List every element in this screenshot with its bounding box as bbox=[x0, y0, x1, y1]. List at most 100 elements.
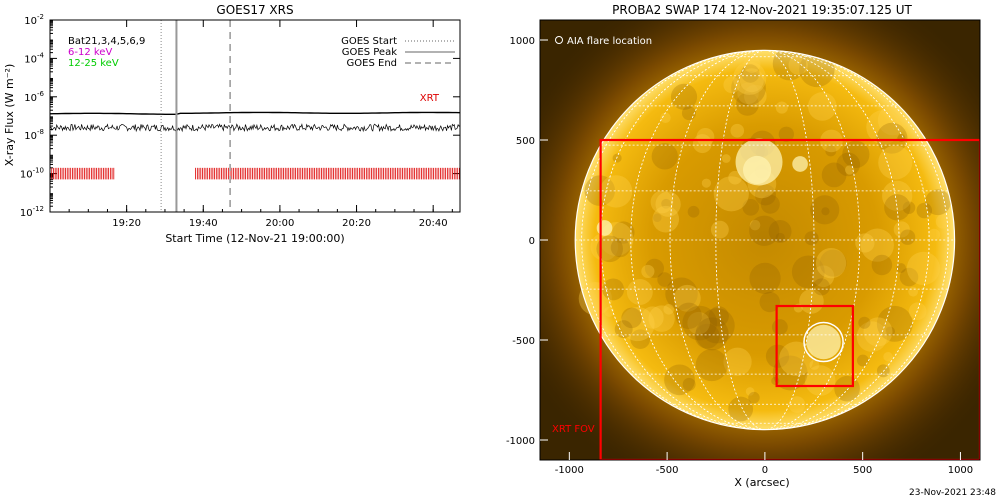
solar-texture-spot bbox=[775, 232, 785, 243]
solar-texture-spot bbox=[653, 213, 662, 223]
y-tick-label: 10-2 bbox=[24, 13, 44, 27]
solar-texture-spot bbox=[713, 176, 749, 212]
solar-texture-spot bbox=[620, 306, 655, 342]
xrt-label: XRT bbox=[420, 93, 440, 104]
swap-chart-title: PROBA2 SWAP 174 12-Nov-2021 19:35:07.125… bbox=[612, 3, 912, 17]
solar-texture-spot bbox=[771, 319, 788, 335]
solar-texture-spot bbox=[682, 377, 696, 391]
limb-outline bbox=[574, 49, 956, 431]
legend-flare-label: AIA flare location bbox=[567, 36, 652, 47]
solar-texture-spot bbox=[896, 263, 907, 273]
solar-texture-spot bbox=[657, 272, 672, 287]
y-tick-label: 10-8 bbox=[24, 128, 44, 142]
solar-texture-spot bbox=[694, 323, 720, 349]
solar-texture-spot bbox=[882, 180, 913, 211]
solar-texture-spot bbox=[682, 305, 718, 341]
solar-texture-spot bbox=[885, 326, 895, 337]
solar-texture-spot bbox=[924, 189, 951, 216]
solar-texture-spot bbox=[696, 127, 715, 146]
y-tick-label: 10-10 bbox=[20, 167, 44, 181]
solar-texture-spot bbox=[665, 277, 698, 310]
solar-texture-spot bbox=[612, 153, 622, 163]
solar-texture-spot bbox=[788, 396, 806, 413]
series-6-12kev-line bbox=[49, 111, 461, 116]
y-tick-label: 10-4 bbox=[24, 51, 44, 65]
solar-texture-spot bbox=[652, 205, 680, 233]
solar-texture-spot bbox=[844, 165, 855, 175]
solar-texture-spot bbox=[876, 122, 908, 154]
x-tick-label: 20:20 bbox=[342, 218, 371, 229]
active-region bbox=[596, 220, 613, 236]
x-tick-label: 20:40 bbox=[419, 218, 448, 229]
solar-texture-spot bbox=[836, 152, 861, 177]
solar-texture-spot bbox=[860, 228, 894, 262]
solar-texture-spot bbox=[768, 219, 792, 243]
solar-texture-spot bbox=[788, 55, 808, 75]
solar-texture-spot bbox=[812, 265, 835, 288]
y-tick-label: -1000 bbox=[506, 436, 535, 447]
solar-texture-spot bbox=[641, 264, 655, 279]
solar-texture-spot bbox=[603, 306, 615, 317]
solar-texture-spot bbox=[650, 190, 674, 214]
solar-texture-spot bbox=[610, 238, 631, 258]
x-tick-label: -1000 bbox=[555, 465, 584, 476]
solar-texture-spot bbox=[721, 154, 731, 163]
legend-left-entry: 12-25 keV bbox=[68, 58, 119, 69]
solar-texture-spot bbox=[655, 191, 681, 217]
solar-texture-spot bbox=[681, 106, 696, 121]
solar-texture-spot bbox=[883, 351, 893, 362]
y-tick-label: 0 bbox=[529, 236, 535, 247]
aia-flare-circle bbox=[803, 321, 844, 363]
solar-texture-spot bbox=[772, 47, 807, 81]
solar-texture-spot bbox=[855, 233, 875, 253]
solar-texture-spot bbox=[876, 364, 890, 378]
solar-texture-spot bbox=[733, 61, 767, 95]
solar-texture-spot bbox=[687, 311, 710, 335]
solar-texture-spot bbox=[701, 178, 711, 188]
goes-plot-frame bbox=[49, 19, 461, 213]
solar-texture-spot bbox=[664, 364, 695, 396]
solar-texture-spot bbox=[858, 316, 871, 329]
swap-image-chart: PROBA2 SWAP 174 12-Nov-2021 19:35:07.125… bbox=[506, 3, 981, 489]
active-region bbox=[806, 324, 841, 360]
solar-texture-spot bbox=[626, 279, 653, 305]
solar-texture-spot bbox=[916, 202, 933, 219]
y-tick-label: 500 bbox=[516, 136, 535, 147]
solar-texture-spot bbox=[856, 321, 888, 352]
solar-texture-spot bbox=[884, 194, 911, 221]
solar-texture-spot bbox=[908, 286, 919, 297]
xrt-fov-box bbox=[599, 138, 980, 460]
goes-x-axis-label: Start Time (12-Nov-21 19:00:00) bbox=[165, 232, 344, 245]
legend-left-entry: Bat21,3,4,5,6,9 bbox=[68, 36, 145, 47]
solar-texture-spot bbox=[739, 68, 764, 93]
solar-texture-spot bbox=[644, 258, 665, 278]
y-tick-label: 10-6 bbox=[24, 90, 44, 104]
solar-texture-spot bbox=[779, 341, 814, 377]
solar-texture-spot bbox=[813, 278, 831, 296]
solar-texture-spot bbox=[804, 365, 836, 396]
solar-texture-spot bbox=[899, 229, 916, 245]
solar-texture-spot bbox=[809, 359, 820, 370]
solar-texture-spot bbox=[899, 267, 919, 287]
active-region bbox=[742, 155, 772, 185]
xrt-small-box bbox=[775, 304, 854, 388]
solar-texture-spot bbox=[772, 355, 808, 391]
x-tick-label: 500 bbox=[853, 465, 872, 476]
legend-right-entry: GOES Start bbox=[341, 36, 397, 47]
x-tick-label: 19:20 bbox=[112, 218, 141, 229]
solar-texture-spot bbox=[695, 349, 728, 382]
solar-texture-spot bbox=[641, 306, 664, 329]
solar-texture-spot bbox=[731, 70, 766, 106]
solar-texture-spot bbox=[749, 262, 781, 294]
solar-texture-spot bbox=[749, 219, 761, 231]
solar-texture-spot bbox=[612, 221, 635, 244]
solar-texture-spot bbox=[670, 83, 698, 110]
legend-right-entry: GOES Peak bbox=[342, 47, 397, 58]
series-12-25kev-line bbox=[49, 123, 461, 133]
solar-texture-spot bbox=[935, 214, 950, 229]
solar-texture-spot bbox=[842, 140, 870, 169]
solar-texture-spot bbox=[648, 305, 675, 332]
solar-texture-spot bbox=[748, 391, 760, 404]
solar-texture-spot bbox=[893, 221, 910, 238]
solar-texture-spot bbox=[866, 109, 901, 145]
